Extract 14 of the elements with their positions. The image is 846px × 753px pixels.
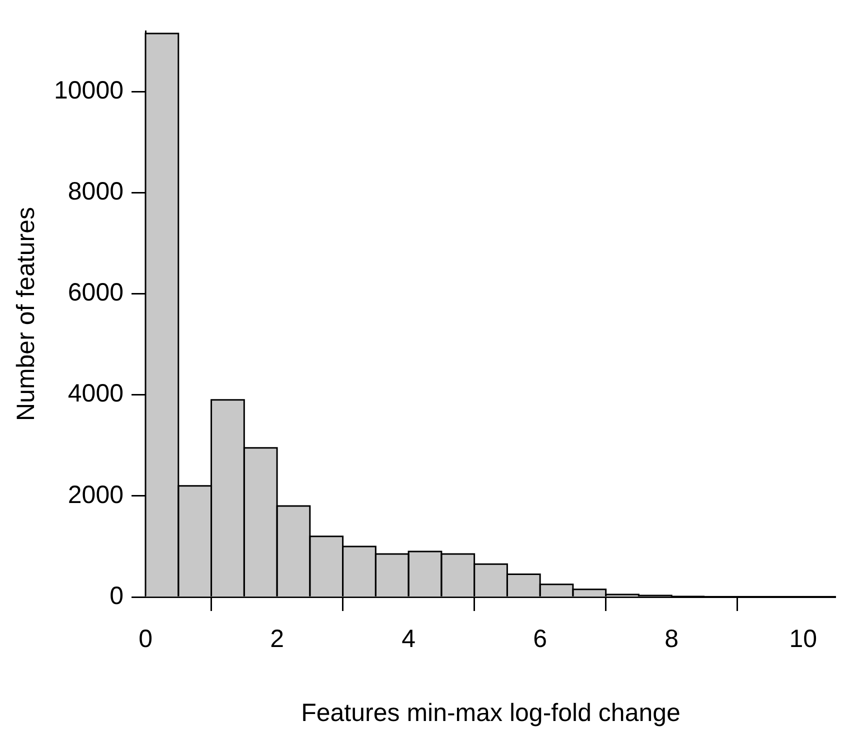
- x-tick-label: 6: [533, 624, 548, 653]
- y-tick-label: 4000: [68, 380, 124, 408]
- x-tick-label: 0: [138, 624, 152, 653]
- y-tick-label: 8000: [68, 178, 124, 206]
- y-tick-label: 0: [110, 582, 124, 610]
- x-tick-label: 2: [270, 624, 284, 653]
- x-tick-label: 4: [402, 624, 416, 653]
- y-tick-label: 2000: [68, 480, 124, 509]
- y-tick-label: 10000: [54, 76, 124, 105]
- y-tick-label: 6000: [68, 278, 124, 307]
- x-tick-label: 10: [789, 624, 818, 653]
- x-tick-label: 8: [664, 624, 679, 653]
- y-axis-title: Number of features: [12, 207, 40, 421]
- x-axis-title: Features min-max log-fold change: [301, 698, 680, 727]
